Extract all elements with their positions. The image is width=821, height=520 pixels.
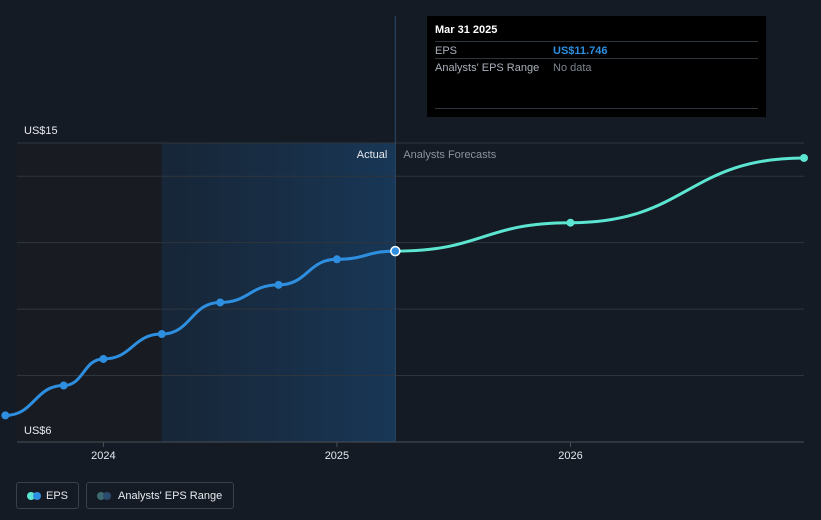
- y-axis-bottom-label: US$6: [24, 425, 52, 437]
- eps-point: [390, 245, 401, 257]
- forecast-label: Analysts Forecasts: [403, 149, 496, 161]
- eps-point: [274, 280, 283, 289]
- actual-region-highlight: [161, 143, 396, 442]
- forecast-point: [566, 218, 575, 227]
- eps-point: [216, 298, 225, 307]
- eps-legend-icon: [27, 491, 41, 500]
- tooltip-range-row: Analysts' EPS Range No data: [435, 58, 758, 76]
- legend-eps-button[interactable]: EPS: [16, 482, 79, 509]
- eps-point: [157, 330, 166, 339]
- tooltip-range-label: Analysts' EPS Range: [435, 62, 540, 74]
- tooltip-eps-value: US$11.746: [553, 45, 608, 57]
- tooltip-date: Mar 31 2025: [435, 24, 498, 36]
- tooltip-divider: [435, 108, 758, 109]
- eps-point: [332, 255, 341, 264]
- legend-range-button[interactable]: Analysts' EPS Range: [86, 482, 234, 509]
- eps-forecast-line: [393, 156, 806, 253]
- tooltip-eps-row: EPS US$11.746: [435, 41, 758, 59]
- tooltip-eps-label: EPS: [435, 45, 458, 57]
- x-tick-label: 2024: [91, 450, 115, 462]
- past-region: [17, 143, 162, 442]
- range-legend-icon: [97, 491, 111, 500]
- actual-label: Actual: [357, 149, 388, 161]
- x-tick-label: 2025: [325, 450, 349, 462]
- eps-point: [99, 354, 108, 363]
- x-tick-label: 2026: [558, 450, 582, 462]
- eps-point: [59, 381, 68, 390]
- forecast-point: [800, 153, 808, 162]
- y-axis-top-label: US$15: [24, 125, 58, 137]
- tooltip-range-value: No data: [553, 62, 592, 74]
- eps-point: [1, 411, 10, 420]
- legend-range-label: Analysts' EPS Range: [118, 489, 223, 502]
- tooltip: Mar 31 2025 EPS US$11.746 Analysts' EPS …: [427, 16, 766, 117]
- legend-eps-label: EPS: [45, 489, 68, 502]
